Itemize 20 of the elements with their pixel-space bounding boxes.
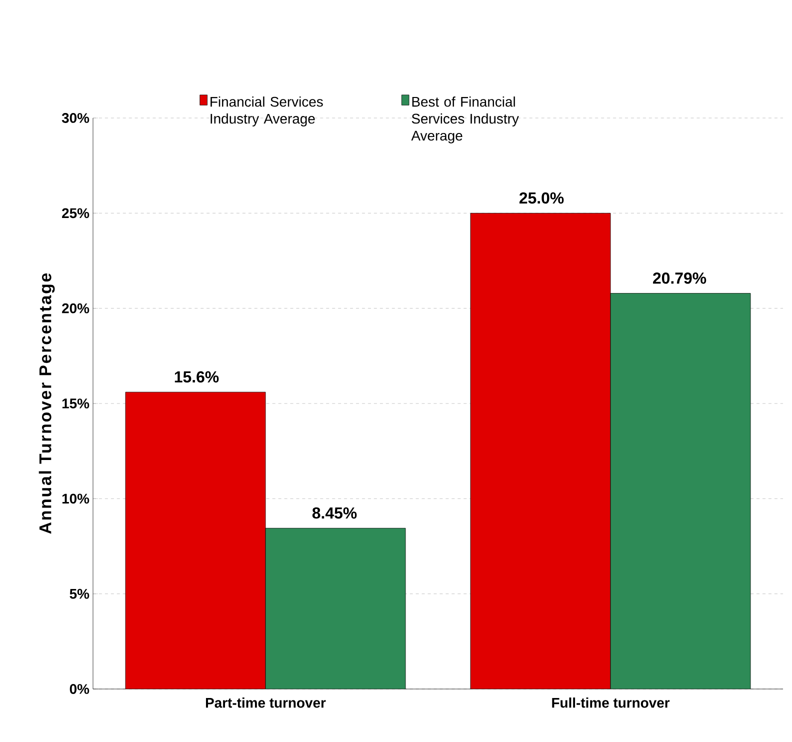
legend-label: Best of Financial Services Industry Average [411, 96, 519, 144]
bar [126, 392, 266, 689]
y-tick-label: 10% [62, 494, 90, 504]
legend-label: Financial Services Industry Average [210, 96, 323, 126]
y-tick-label: 20% [62, 303, 90, 314]
y-tick-label: 25% [62, 208, 90, 218]
data-label: 20.79% [653, 272, 706, 284]
y-tick-label: 15% [62, 398, 90, 408]
x-tick-label: Full-time turnover [552, 698, 670, 708]
x-tick-label: Part-time turnover [206, 698, 326, 708]
y-tick-label: 5% [70, 588, 90, 599]
data-label: 25.0% [519, 192, 564, 204]
data-label: 15.6% [174, 371, 219, 383]
y-tick-label: 0% [70, 684, 90, 694]
y-tick-label: 30% [62, 113, 90, 123]
bar [470, 212, 611, 689]
bar [610, 293, 751, 689]
bar [266, 528, 406, 689]
data-label: 8.45% [312, 507, 357, 519]
y-axis-title: Annual Turnover Percentage [38, 273, 55, 534]
